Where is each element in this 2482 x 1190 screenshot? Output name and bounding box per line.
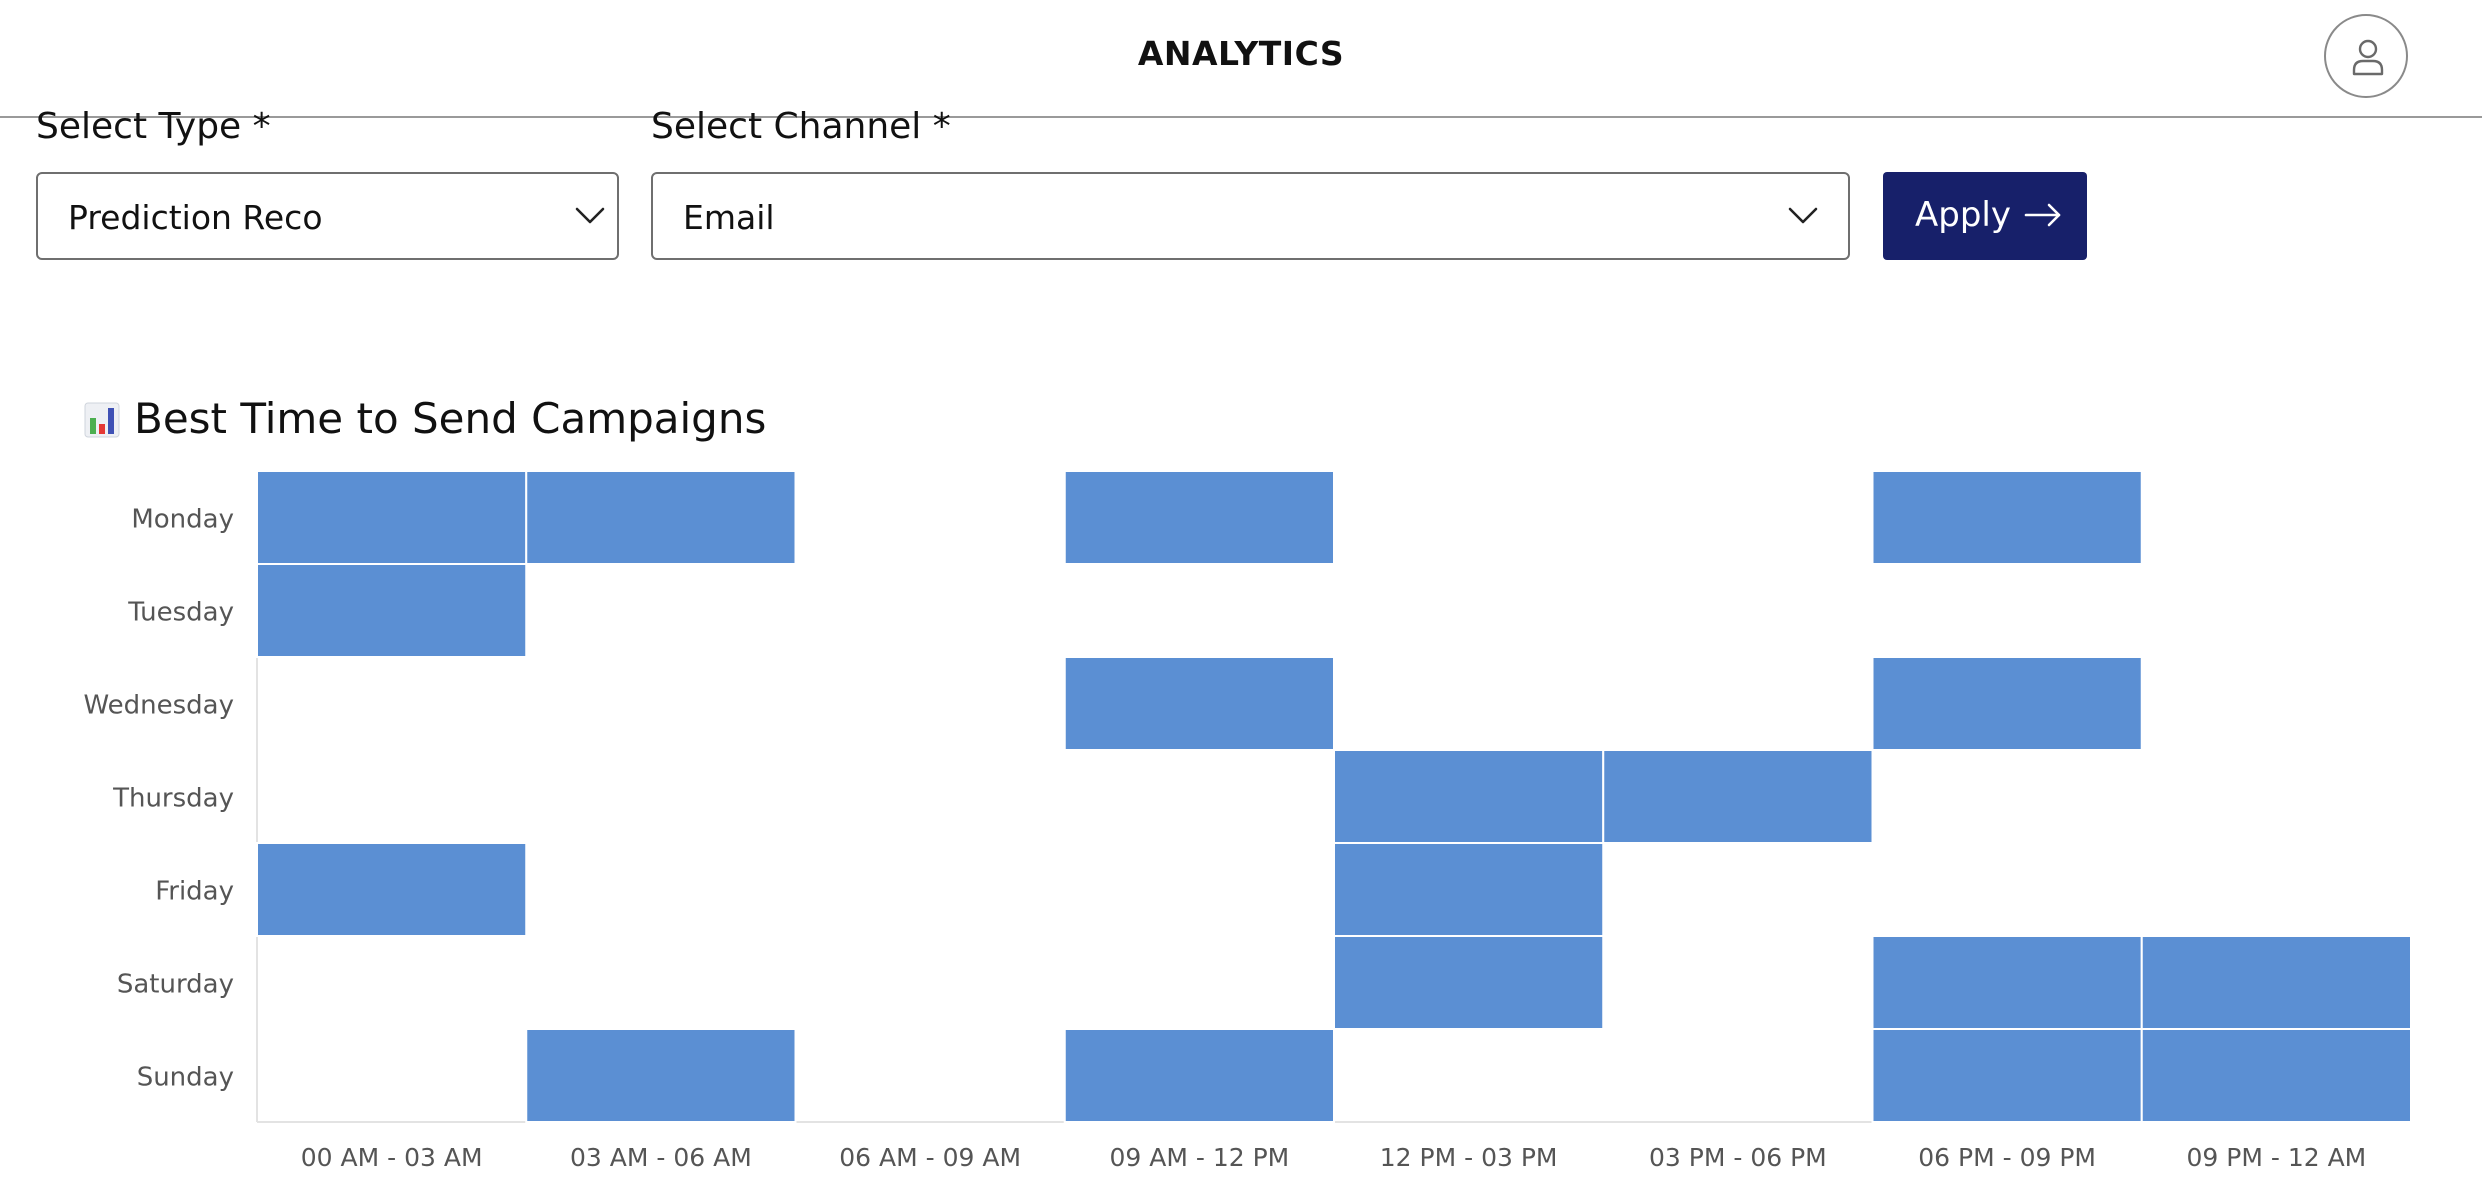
day-label: Sunday (137, 1063, 234, 1093)
profile-button[interactable] (2324, 14, 2408, 98)
heatmap-cell (1063, 656, 1335, 751)
type-select[interactable]: Prediction Reco (36, 172, 619, 260)
heatmap-cell (1333, 842, 1605, 937)
time-slot-label: 00 AM - 03 AM (301, 1143, 483, 1172)
time-slot-label: 03 AM - 06 AM (570, 1143, 752, 1172)
heatmap-cell (525, 1028, 797, 1123)
heatmap-cell (256, 842, 528, 937)
heatmap-cell (1871, 935, 2143, 1030)
time-slot-label: 09 AM - 12 PM (1110, 1143, 1290, 1172)
heatmap-cell (256, 563, 528, 658)
user-icon (2352, 39, 2384, 76)
heatmap-cell (1871, 1028, 2143, 1123)
time-slot-label: 03 PM - 06 PM (1649, 1143, 1827, 1172)
bar-chart-icon (84, 402, 120, 438)
type-select-value: Prediction Reco (68, 198, 323, 237)
day-label: Saturday (117, 970, 234, 1000)
day-label: Tuesday (127, 598, 234, 628)
arrow-right-icon (2024, 203, 2061, 227)
time-slot-label: 06 AM - 09 AM (839, 1143, 1021, 1172)
heatmap-cell (1063, 1028, 1335, 1123)
heatmap-cell (1602, 749, 1874, 844)
channel-select[interactable]: Email (651, 172, 1850, 260)
heatmap-cell (1333, 749, 1605, 844)
channel-select-value: Email (683, 198, 775, 237)
chevron-down-icon (1788, 207, 1818, 224)
channel-label: Select Channel * (651, 106, 951, 147)
heatmap-cell (1063, 470, 1335, 565)
time-slot-label: 06 PM - 09 PM (1918, 1143, 2096, 1172)
top-bar: ANALYTICS (0, 0, 2482, 118)
day-label: Thursday (112, 784, 234, 814)
heatmap-cell (1871, 470, 2143, 565)
time-slot-label: 12 PM - 03 PM (1380, 1143, 1558, 1172)
day-label: Friday (155, 877, 234, 907)
time-slot-label: 09 PM - 12 AM (2187, 1143, 2367, 1172)
type-label: Select Type * (36, 106, 271, 147)
chevron-down-icon (575, 207, 605, 224)
heatmap-cell (1871, 656, 2143, 751)
heatmap-cell (525, 470, 797, 565)
day-label: Monday (131, 505, 234, 535)
heatmap-cell (256, 470, 528, 565)
page-title: ANALYTICS (1137, 34, 1345, 73)
chart-title: Best Time to Send Campaigns (134, 394, 767, 443)
heatmap-cell (1333, 935, 1605, 1030)
heatmap-cell (2140, 1028, 2412, 1123)
apply-button-label: Apply (1915, 195, 2011, 235)
day-label: Wednesday (83, 691, 234, 721)
heatmap-cell (2140, 935, 2412, 1030)
apply-button[interactable]: Apply (1883, 172, 2087, 260)
